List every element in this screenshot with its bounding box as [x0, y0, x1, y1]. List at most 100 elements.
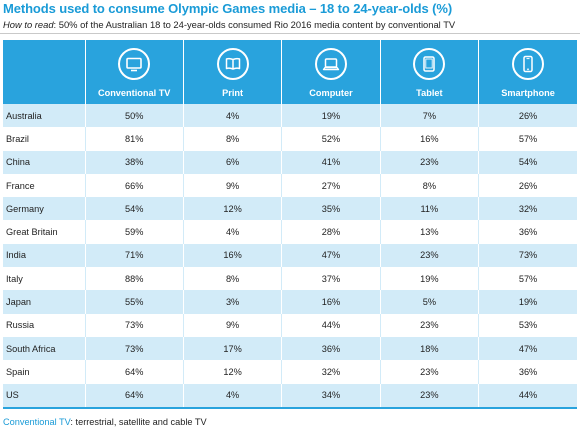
footnote-text: : terrestrial, satellite and cable TV — [70, 417, 207, 427]
value-cell: 47% — [281, 243, 381, 268]
country-cell: Brazil — [3, 127, 85, 151]
value-cell: 57% — [478, 127, 577, 151]
value-cell: 9% — [182, 173, 282, 198]
table-row: Brazil 81% 8% 52% 16% 57% — [3, 127, 577, 151]
column-header-smartphone: Smartphone — [478, 40, 577, 104]
value-cell: 16% — [281, 290, 381, 314]
column-header-computer: Computer — [281, 40, 381, 104]
table-row: Russia 73% 9% 44% 23% 53% — [3, 313, 577, 337]
table-row: Japan 55% 3% 16% 5% 19% — [3, 290, 577, 314]
country-cell: Italy — [3, 267, 85, 291]
value-cell: 23% — [379, 150, 479, 174]
value-cell: 50% — [84, 104, 184, 128]
value-cell: 26% — [478, 104, 577, 128]
table-row: US 64% 4% 34% 23% 44% — [3, 383, 577, 409]
value-cell: 19% — [379, 267, 479, 291]
country-cell: South Africa — [3, 336, 85, 361]
column-label: Smartphone — [501, 88, 555, 98]
value-cell: 57% — [478, 267, 577, 291]
country-cell: Great Britain — [3, 220, 85, 244]
value-cell: 8% — [379, 173, 479, 198]
country-cell: France — [3, 173, 85, 198]
country-cell: India — [3, 243, 85, 268]
value-cell: 7% — [379, 104, 479, 128]
smartphone-icon — [512, 48, 545, 80]
table-row: Spain 64% 12% 32% 23% 36% — [3, 360, 577, 384]
table-row: France 66% 9% 27% 8% 26% — [3, 173, 577, 198]
laptop-icon — [314, 48, 347, 80]
value-cell: 54% — [478, 150, 577, 174]
value-cell: 32% — [281, 360, 381, 384]
country-cell: Russia — [3, 313, 85, 337]
column-label: Computer — [309, 88, 353, 98]
value-cell: 16% — [379, 127, 479, 151]
value-cell: 3% — [182, 290, 282, 314]
table-body: Australia 50% 4% 19% 7% 26% Brazil 81% 8% 52% 16% 5… — [3, 104, 577, 409]
table-row: India 71% 16% 47% 23% 73% — [3, 243, 577, 268]
value-cell: 37% — [281, 267, 381, 291]
value-cell: 23% — [379, 313, 479, 337]
how-to-read-label: How to read — [3, 19, 54, 30]
tablet-icon — [413, 48, 446, 80]
column-header-tablet: Tablet — [379, 40, 479, 104]
column-header-conventional-tv: Conventional TV — [84, 40, 184, 104]
tv-icon — [118, 48, 151, 80]
value-cell: 35% — [281, 197, 381, 221]
value-cell: 13% — [379, 220, 479, 244]
value-cell: 71% — [84, 243, 184, 268]
value-cell: 27% — [281, 173, 381, 198]
value-cell: 23% — [379, 383, 479, 409]
column-label: Conventional TV — [97, 88, 171, 98]
media-table: Conventional TV Print Computer — [3, 40, 577, 409]
value-cell: 18% — [379, 336, 479, 361]
value-cell: 12% — [182, 197, 282, 221]
country-cell: US — [3, 383, 85, 409]
how-to-read-note: How to read: 50% of the Australian 18 to… — [3, 19, 455, 30]
page-title: Methods used to consume Olympic Games me… — [3, 1, 453, 16]
value-cell: 64% — [84, 360, 184, 384]
table-row: Germany 54% 12% 35% 11% 32% — [3, 197, 577, 221]
value-cell: 64% — [84, 383, 184, 409]
value-cell: 59% — [84, 220, 184, 244]
footnote: Conventional TV: terrestrial, satellite … — [3, 417, 207, 427]
country-cell: Spain — [3, 360, 85, 384]
value-cell: 11% — [379, 197, 479, 221]
table-row: Italy 88% 8% 37% 19% 57% — [3, 267, 577, 291]
country-cell: China — [3, 150, 85, 174]
value-cell: 34% — [281, 383, 381, 409]
footnote-term: Conventional TV — [3, 417, 71, 427]
value-cell: 16% — [182, 243, 282, 268]
value-cell: 8% — [182, 267, 282, 291]
value-cell: 73% — [84, 336, 184, 361]
value-cell: 4% — [182, 104, 282, 128]
value-cell: 41% — [281, 150, 381, 174]
column-header-print: Print — [182, 40, 282, 104]
column-label: Tablet — [416, 88, 443, 98]
value-cell: 17% — [182, 336, 282, 361]
table-row: Australia 50% 4% 19% 7% 26% — [3, 104, 577, 128]
value-cell: 73% — [84, 313, 184, 337]
header-corner — [3, 40, 85, 104]
title-divider — [0, 33, 580, 34]
table-row: China 38% 6% 41% 23% 54% — [3, 150, 577, 174]
value-cell: 36% — [281, 336, 381, 361]
how-to-read-text: : 50% of the Australian 18 to 24-year-ol… — [53, 19, 456, 30]
value-cell: 12% — [182, 360, 282, 384]
value-cell: 81% — [84, 127, 184, 151]
table-row: Great Britain 59% 4% 28% 13% 36% — [3, 220, 577, 244]
value-cell: 19% — [281, 104, 381, 128]
value-cell: 5% — [379, 290, 479, 314]
column-label: Print — [222, 88, 244, 98]
value-cell: 47% — [478, 336, 577, 361]
book-icon — [216, 48, 249, 80]
value-cell: 52% — [281, 127, 381, 151]
value-cell: 23% — [379, 360, 479, 384]
value-cell: 88% — [84, 267, 184, 291]
value-cell: 44% — [281, 313, 381, 337]
value-cell: 36% — [478, 220, 577, 244]
value-cell: 6% — [182, 150, 282, 174]
value-cell: 32% — [478, 197, 577, 221]
value-cell: 36% — [478, 360, 577, 384]
country-cell: Japan — [3, 290, 85, 314]
value-cell: 44% — [478, 383, 577, 409]
